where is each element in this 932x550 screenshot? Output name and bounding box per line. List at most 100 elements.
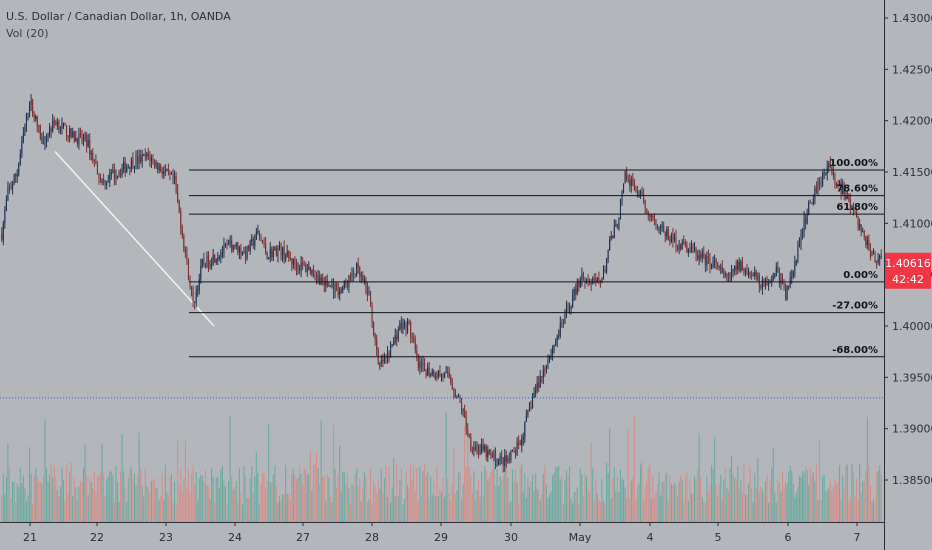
volume-bar <box>120 471 122 522</box>
candle-body <box>695 248 697 256</box>
volume-bar <box>758 491 760 522</box>
candle-body <box>319 274 321 285</box>
candle-body <box>670 234 672 242</box>
candle-body <box>647 211 649 215</box>
volume-bar <box>428 497 430 522</box>
volume-indicator-label[interactable]: Vol (20) <box>6 27 49 40</box>
volume-bar <box>160 496 162 522</box>
volume-bar <box>741 492 743 522</box>
volume-bar <box>602 501 605 522</box>
candle-body <box>38 125 40 127</box>
candle-body <box>306 270 308 272</box>
candle-body <box>104 180 106 186</box>
volume-bar <box>363 471 365 522</box>
volume-bar <box>61 467 63 522</box>
volume-bar <box>257 472 259 522</box>
candlestick-series[interactable] <box>1 94 882 473</box>
volume-bar <box>22 475 24 522</box>
volume-bar <box>639 464 642 522</box>
volume-bar <box>621 478 623 522</box>
candle-body <box>666 229 668 237</box>
candle-body <box>630 179 632 186</box>
volume-bar <box>686 472 688 522</box>
volume-bar <box>609 428 611 522</box>
candle-body <box>64 122 66 126</box>
candle-body <box>431 370 433 375</box>
volume-bar <box>70 462 72 522</box>
candle-body <box>397 330 399 340</box>
candle-body <box>533 392 535 398</box>
volume-bar <box>386 497 389 522</box>
candle-body <box>595 280 597 282</box>
candle-body <box>36 115 38 126</box>
candle-body <box>564 314 566 324</box>
candle-body <box>342 288 344 291</box>
volume-bar <box>286 493 288 522</box>
fib-level-label: -27.00% <box>832 301 878 312</box>
volume-bar <box>271 482 273 522</box>
candle-body <box>505 455 507 462</box>
volume-bar <box>123 471 125 522</box>
candle-body <box>417 354 419 369</box>
volume-bar <box>485 470 487 522</box>
volume-bar <box>393 457 395 522</box>
candle-body <box>587 278 589 281</box>
candle-body <box>632 179 634 182</box>
volume-bar <box>589 492 591 522</box>
volume-bar <box>610 498 612 522</box>
volume-bar <box>533 490 535 522</box>
volume-bar <box>491 469 493 522</box>
volume-bar <box>269 481 271 522</box>
trendline[interactable] <box>54 150 215 327</box>
candle-body <box>468 434 470 437</box>
price-tick-label: 1.41000 <box>892 217 932 230</box>
volume-bar <box>474 500 476 522</box>
volume-bar <box>170 474 173 522</box>
candle-body <box>297 265 299 270</box>
volume-bar <box>29 447 31 522</box>
candle-body <box>47 135 49 137</box>
volume-bar <box>268 424 270 522</box>
volume-bar <box>832 487 834 522</box>
volume-bar <box>407 485 409 522</box>
candle-body <box>16 173 18 177</box>
candle-body <box>724 272 726 276</box>
candle-body <box>822 173 824 186</box>
candle-body <box>860 224 862 233</box>
volume-bar <box>427 472 429 522</box>
volume-bar <box>792 484 794 522</box>
volume-bar <box>734 477 736 522</box>
volume-bar <box>207 486 210 522</box>
fib-levels[interactable]: 100.00% 78.60% 61.80% 0.00% -27.00% -68.00% <box>189 158 884 358</box>
time-scale[interactable]: 21 22 23 24 27 28 29 30 May 4 5 6 7 <box>23 522 861 544</box>
volume-bar <box>436 466 438 522</box>
candle-body <box>803 217 805 231</box>
candle-body <box>491 453 493 457</box>
volume-bar <box>349 504 352 522</box>
candle-body <box>81 133 83 141</box>
symbol-title[interactable]: U.S. Dollar / Canadian Dollar, 1h, OANDA <box>6 10 231 23</box>
volume-bar <box>879 465 881 522</box>
candle-body <box>195 291 197 303</box>
candle-body <box>35 115 37 119</box>
volume-bar <box>459 471 461 522</box>
candle-body <box>292 258 294 265</box>
volume-bar <box>24 488 26 522</box>
candle-body <box>741 261 743 271</box>
time-tick-label: 21 <box>23 531 37 544</box>
candle-body <box>661 225 663 228</box>
volume-bar <box>528 486 530 522</box>
candle-body <box>876 261 878 263</box>
volume-bar <box>416 467 418 522</box>
volume-bar <box>228 481 230 522</box>
volume-bar <box>678 481 680 522</box>
volume-bar <box>93 470 95 522</box>
volume-bar <box>774 491 776 522</box>
candle-body <box>1 233 3 240</box>
candle-body <box>116 175 119 177</box>
candle-body <box>243 251 245 254</box>
price-scale[interactable]: 1.430001.425001.420001.415001.410001.405… <box>884 12 932 487</box>
volume-bar <box>221 466 223 522</box>
